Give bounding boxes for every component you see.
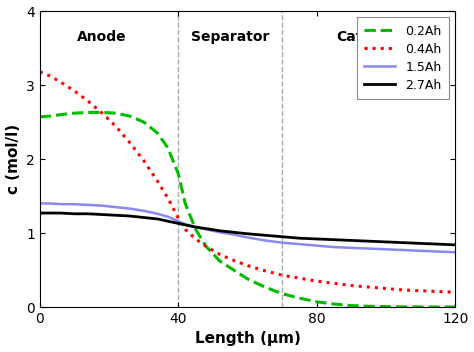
Legend: 0.2Ah, 0.4Ah, 1.5Ah, 2.7Ah: 0.2Ah, 0.4Ah, 1.5Ah, 2.7Ah <box>356 17 449 99</box>
X-axis label: Length (μm): Length (μm) <box>195 332 301 346</box>
Text: Separator: Separator <box>191 30 269 44</box>
Y-axis label: c (mol/l): c (mol/l) <box>6 124 20 194</box>
Text: Anode: Anode <box>77 30 127 44</box>
Text: Cathode: Cathode <box>336 30 401 44</box>
